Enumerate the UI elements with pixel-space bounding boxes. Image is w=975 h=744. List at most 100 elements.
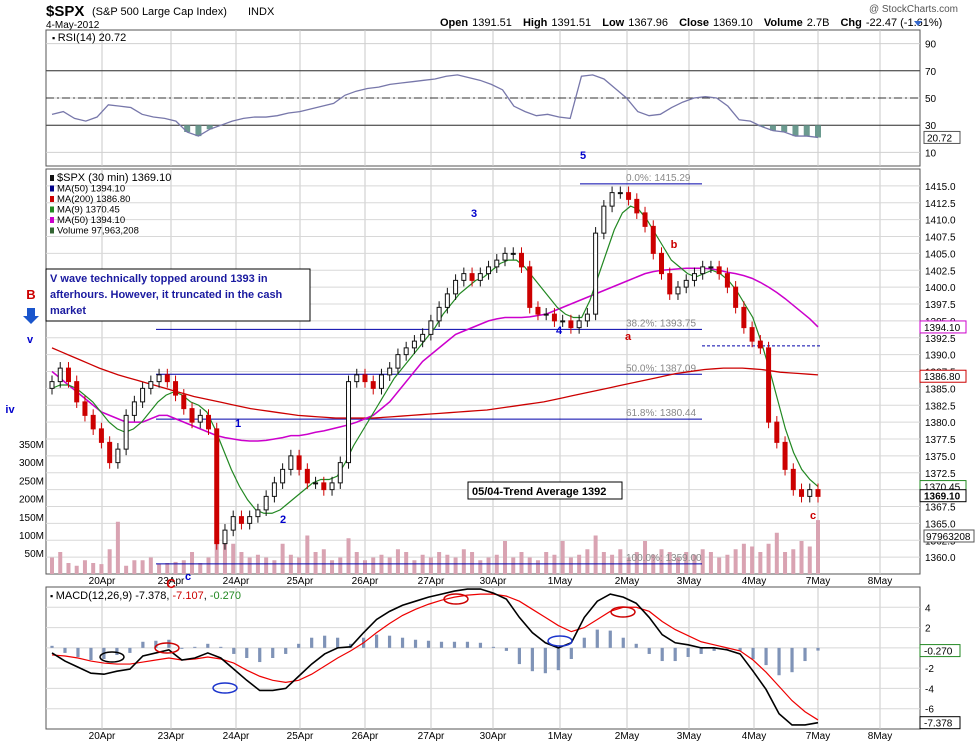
price-tick-label: 1380.0 [925,418,956,429]
volume-bar [107,549,112,574]
x-tick-label: 26Apr [352,731,379,742]
macd-crossover-marker [547,635,573,647]
volume-bar [643,541,648,574]
candle-body [411,340,417,349]
volume-bar [280,543,285,574]
price-tick-label: 1367.5 [925,503,956,514]
candle-body [197,414,203,423]
candle-body [74,381,80,403]
volume-bar [387,557,392,574]
volume-bar [222,541,227,574]
macd-signal-line [51,593,819,721]
macd-histogram-bar [141,641,145,648]
candle-body [518,252,524,268]
volume-bar [264,557,269,574]
candle-body [568,320,574,329]
price-tick-label: 1372.5 [925,469,956,480]
macd-histogram-bar [387,635,392,648]
candle-body [329,482,335,491]
candle-body [749,327,755,342]
candle-body [659,252,665,275]
candle-body [90,414,96,430]
candle-body [799,489,805,497]
macd-histogram-bar [699,647,703,654]
price-value-tag-label: 1386.80 [924,372,961,383]
volume-bar [544,552,549,574]
macd-histogram-bar [245,647,249,658]
candle-body [766,347,772,423]
candle-body [469,273,475,281]
macd-histogram-bar [608,630,612,648]
macd-histogram-bar [439,641,444,648]
price-value-tag-label: 1394.10 [924,323,961,334]
macd-histogram-bar [271,647,275,658]
candle-body [247,516,253,524]
price-legend-entry: MA(200) 1386.80 [57,194,130,205]
volume-tick-label: 150M [19,513,44,524]
candle-body [461,273,467,281]
volume-bar [733,549,738,574]
candle-body [634,198,640,214]
price-tick-label: 1392.5 [925,334,956,345]
x-tick-label: 2May [615,731,639,742]
candle-body [238,516,244,524]
x-tick-label: 4May [742,731,766,742]
macd-tick-label: -2 [925,664,934,675]
x-tick-label: 26Apr [352,576,379,587]
candle-body [667,273,673,295]
legend-swatch [50,185,54,192]
candle-body [650,225,656,254]
macd-histogram-bar [764,647,768,666]
wave-label: a [625,331,632,343]
price-tick-label: 1405.0 [925,249,956,260]
price-legend-entry: MA(9) 1370.45 [57,205,120,216]
volume-bar [791,549,796,574]
x-tick-label: 27Apr [418,731,445,742]
candle-body [444,293,450,308]
candle-body [164,374,170,383]
macd-histogram-bar [452,641,457,648]
rsi-tick-label: 30 [925,121,937,132]
candle-body [271,482,277,497]
volume-bar [206,557,211,574]
volume-bar [115,521,120,574]
macd-legend: ▪ MACD(12,26,9) -7.378, -7.107, -0.270 [50,590,241,602]
price-tick-label: 1412.5 [925,199,956,210]
ohlc-readout: Open 1391.51 High 1391.51 Low 1367.96 Close… [440,17,942,29]
volume-bar [684,552,689,574]
volume-bar [708,552,713,574]
price-value-tag [919,320,967,334]
wave-label: c [810,510,816,522]
candle-body [156,374,162,383]
candle-body [436,306,442,322]
candle-body [428,320,434,335]
rsi-tick-label: 10 [925,148,937,159]
volume-bar [362,560,367,574]
macd-histogram-bar [400,637,405,648]
volume-bar [231,543,236,574]
x-tick-label: 3May [677,731,701,742]
macd-histogram-bar [50,645,54,648]
volume-bar [593,535,598,574]
macd-histogram-bar [556,647,560,671]
macd-histogram-bar [413,639,418,648]
volume-bar [412,560,417,574]
legend-swatch [50,217,54,223]
macd-crossover-marker [443,593,469,605]
macd-histogram-bar [154,640,158,648]
wave-label: C [166,576,176,591]
candle-body [807,489,813,497]
volume-bar [132,560,137,574]
price-tick-label: 1360.0 [925,553,956,564]
volume-bar [148,557,153,574]
candle-body [354,374,360,383]
chg-dropdown-icon[interactable] [914,21,922,26]
legend-swatch [50,227,54,234]
macd-histogram-bar [336,637,340,648]
volume-bar [560,541,565,574]
price-tick-label: 1415.0 [925,182,956,193]
candle-body [205,414,211,430]
annotation-text: V wave technically topped around 1393 in… [50,273,283,317]
macd-crossover-marker [212,682,238,694]
